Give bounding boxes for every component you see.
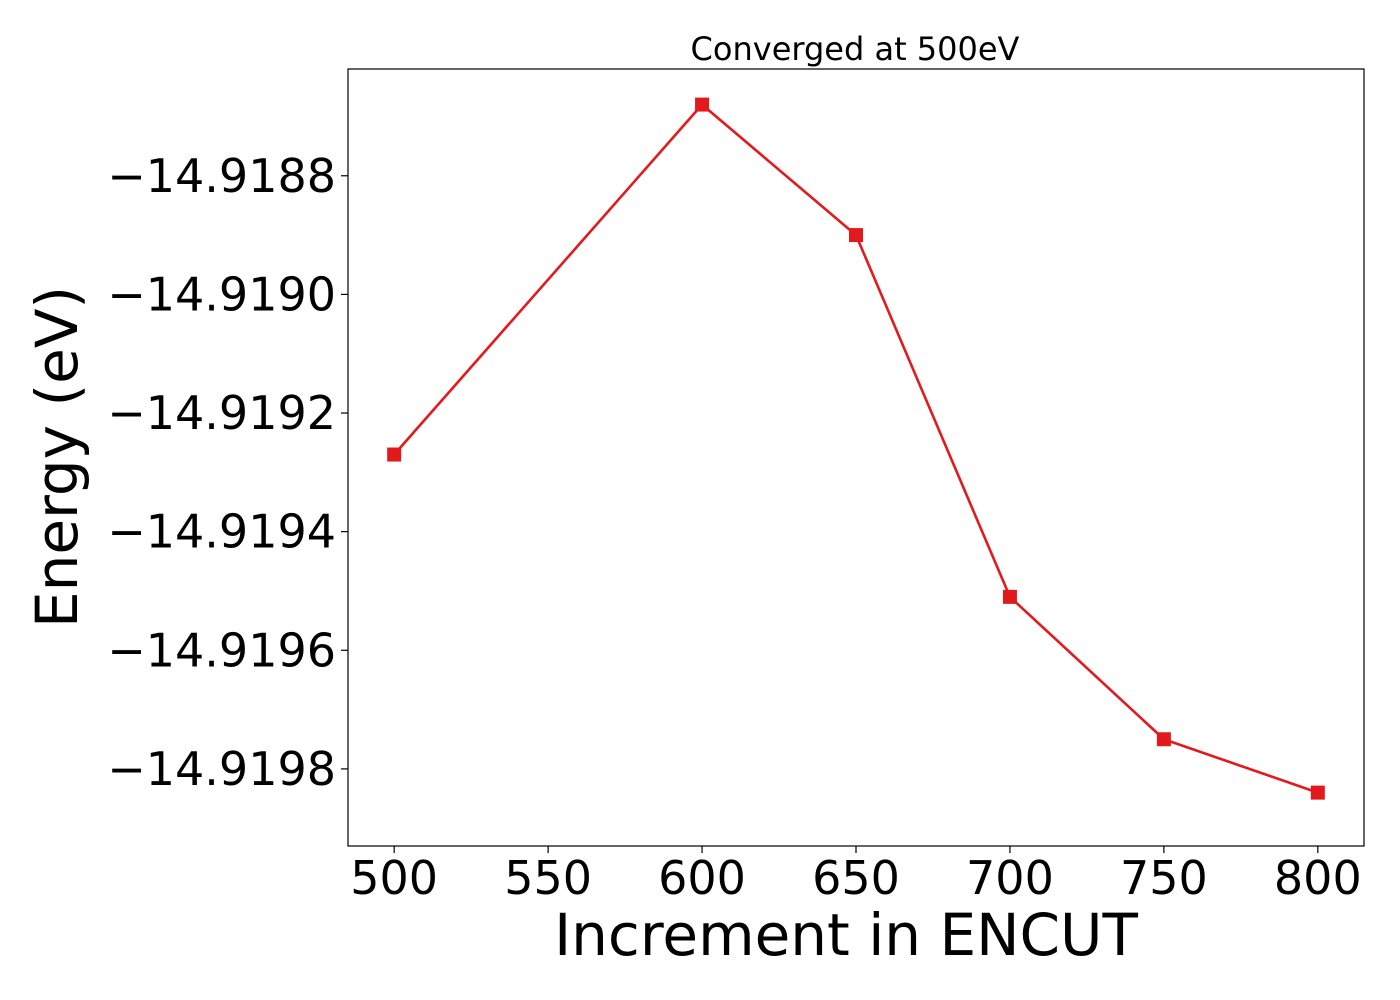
x-axis-label: Increment in ENCUT <box>554 901 1138 969</box>
plot-area-frame <box>347 68 1365 847</box>
y-tick-label: −14.9196 <box>107 623 336 677</box>
x-axis-ticks: 500 550 600 650 700 750 800 <box>350 846 1362 905</box>
data-point-marker <box>1310 785 1325 800</box>
x-tick-label: 600 <box>658 851 746 905</box>
y-axis-label: Energy (eV) <box>23 286 91 628</box>
x-tick-label: 500 <box>350 851 438 905</box>
x-tick-label: 750 <box>1120 851 1208 905</box>
data-point-marker <box>1002 589 1017 604</box>
x-tick-label: 700 <box>966 851 1054 905</box>
series-line <box>393 103 1319 794</box>
data-point-marker <box>695 97 710 112</box>
y-axis-ticks: −14.9188 −14.9190 −14.9192 −14.9194 −14.9196… <box>107 149 348 796</box>
y-tick-label: −14.9198 <box>107 742 336 796</box>
y-tick-label: −14.9188 <box>107 149 336 203</box>
data-point-marker <box>1156 732 1171 747</box>
chart-title: Converged at 500eV <box>691 30 1020 68</box>
data-point-marker <box>849 228 863 243</box>
data-point-marker <box>387 447 402 462</box>
y-tick-label: −14.9192 <box>107 386 336 440</box>
x-tick-label: 550 <box>504 851 592 905</box>
y-tick-label: −14.9190 <box>107 267 336 321</box>
x-tick-label: 650 <box>812 851 900 905</box>
plot-series <box>387 97 1325 800</box>
y-tick-label: −14.9194 <box>107 505 336 559</box>
x-tick-label: 800 <box>1274 851 1362 905</box>
